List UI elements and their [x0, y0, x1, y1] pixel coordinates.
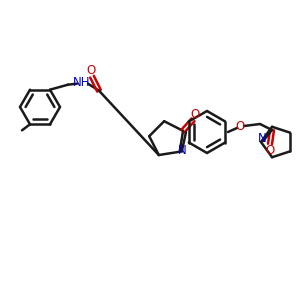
Text: O: O [190, 108, 200, 121]
Text: O: O [236, 121, 244, 134]
Text: N: N [258, 131, 266, 145]
Text: O: O [86, 64, 96, 77]
Text: N: N [178, 144, 187, 157]
Text: O: O [266, 143, 274, 157]
Text: NH: NH [73, 76, 91, 89]
